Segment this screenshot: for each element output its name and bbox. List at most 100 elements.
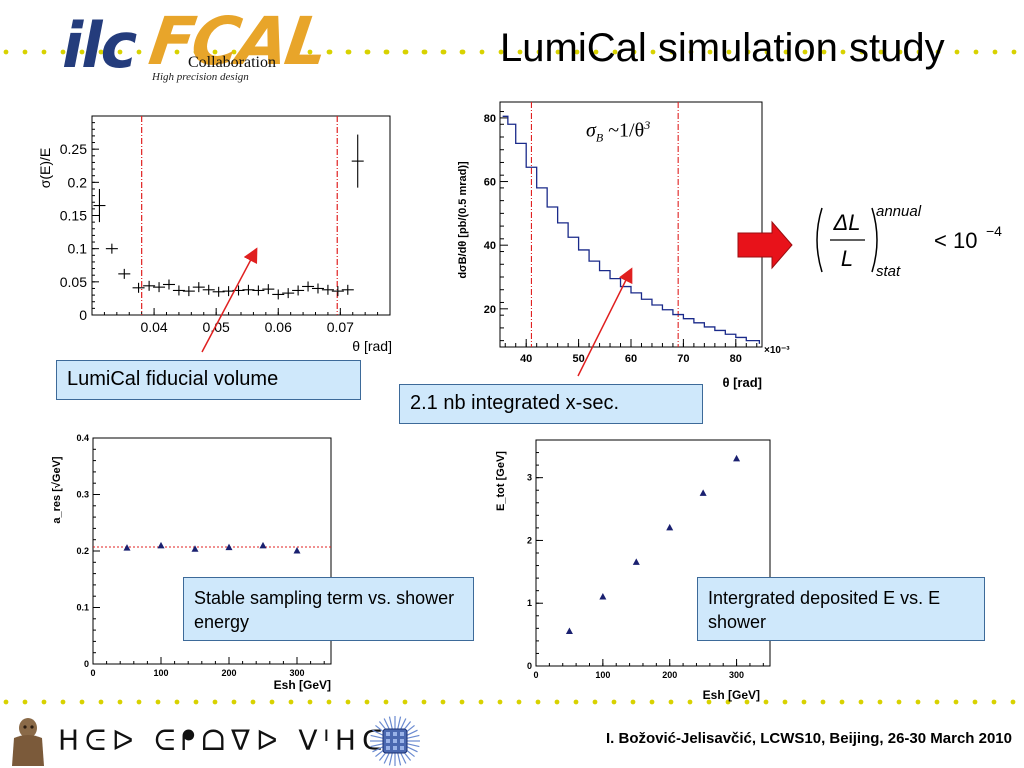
deco-dot: [193, 49, 199, 55]
deco-dot: [3, 49, 9, 55]
deco-dot: [554, 699, 560, 705]
deco-dot: [79, 699, 85, 705]
data-point: [262, 284, 275, 295]
x-axis-label: Esh [GeV]: [703, 688, 760, 702]
y-tick-label: 60: [484, 177, 496, 189]
deco-dot: [707, 49, 713, 55]
formula-denominator: L: [841, 246, 853, 271]
footer-citation: I. Božović-Jelisavčić, LCWS10, Beijing, …: [605, 730, 1012, 747]
formula-sigma-rel: ~1/θ: [608, 119, 645, 142]
y-tick-label: 0: [527, 661, 532, 671]
data-point: [341, 284, 354, 295]
deco-dot: [878, 49, 884, 55]
deco-dot: [193, 699, 199, 705]
deco-dot: [820, 699, 826, 705]
data-point: [225, 543, 233, 551]
deco-dot: [307, 49, 313, 55]
deco-dot: [250, 49, 256, 55]
sampling-term-chart: 0 100 200 300 0 0.1 0.2 0.3 0.4 a_res [√GeV] Esh […: [51, 433, 332, 692]
data-point: [222, 286, 235, 297]
fiducial-pointer-arrow: [201, 247, 258, 353]
deco-dot: [631, 49, 637, 55]
sigma-scaling-formula: σB ~1/θ3: [586, 118, 650, 146]
bhabha-xsec-chart: 40 50 60 70 80 20 40 60 80 dσB/dθ [pb/(0.5 mrad)]…: [457, 101, 790, 390]
deco-dot: [212, 699, 218, 705]
deco-dot: [155, 699, 161, 705]
deco-dot: [783, 49, 789, 55]
x-tick-label: 0.07: [327, 319, 354, 335]
footer-glyph-text: ᕼᕮᐅ ᕮᖰᗝᐁᐅ ᐯᑊᕼᑕ: [58, 724, 389, 757]
x-tick-label: 0.04: [140, 319, 167, 335]
data-point: [105, 243, 118, 254]
data-point: [351, 134, 364, 188]
deco-dot: [763, 699, 769, 705]
x-tick-label: 300: [289, 668, 304, 678]
deco-dot: [117, 699, 123, 705]
y-tick-label: 2: [527, 535, 532, 545]
deco-dot: [498, 49, 504, 55]
deco-dot: [479, 49, 485, 55]
deco-dot: [650, 49, 656, 55]
deco-dot: [915, 699, 921, 705]
data-point: [162, 279, 175, 290]
xsec-pointer-arrow: [577, 267, 633, 377]
y-axis-label: a_res [√GeV]: [51, 456, 63, 524]
y-tick-label: 3: [527, 473, 532, 483]
deco-dot: [117, 49, 123, 55]
deco-dot: [935, 49, 941, 55]
deco-dot: [327, 49, 333, 55]
data-point: [192, 282, 205, 293]
data-point: [212, 286, 225, 297]
x-axis-label: θ [rad]: [352, 338, 392, 354]
deco-dot: [307, 699, 313, 705]
top-dot-divider: [3, 49, 1017, 55]
deco-dot: [288, 699, 294, 705]
deco-dot: [764, 49, 770, 55]
x-axis-label: Esh [GeV]: [274, 678, 331, 692]
data-point: [282, 288, 295, 299]
deco-dot: [269, 49, 275, 55]
y-tick-label: 0: [84, 659, 89, 669]
y-tick-label: 20: [484, 304, 496, 316]
data-point: [311, 283, 324, 294]
data-point: [242, 284, 255, 295]
deco-dot: [384, 49, 390, 55]
data-point: [123, 544, 131, 551]
x-tick-label: 40: [520, 353, 532, 365]
data-point: [153, 282, 166, 293]
deco-dot: [649, 699, 655, 705]
deco-dot: [954, 49, 960, 55]
deco-dot: [859, 49, 865, 55]
formula-subscript: stat: [876, 263, 901, 280]
x-tick-label: 100: [153, 668, 168, 678]
y-tick-label: 0.4: [76, 433, 89, 443]
deco-dot: [98, 49, 104, 55]
deposited-energy-note: Intergrated deposited E vs. E shower: [697, 577, 985, 641]
deco-dot: [726, 49, 732, 55]
deco-dot: [535, 699, 541, 705]
x-tick-label: 200: [221, 668, 236, 678]
deco-dot: [345, 699, 351, 705]
deco-dot: [516, 699, 522, 705]
figurine-logo: [12, 718, 44, 766]
ilc-logo: ilc: [62, 9, 137, 82]
xsec-note: 2.1 nb integrated x-sec.: [399, 384, 703, 424]
y-tick-label: 0.15: [60, 208, 87, 224]
deco-dot: [326, 699, 332, 705]
y-tick-label: 0.05: [60, 274, 87, 290]
data-point: [172, 285, 185, 296]
deco-dot: [555, 49, 561, 55]
formula-rhs-exponent: −4: [986, 223, 1002, 239]
data-point: [143, 280, 156, 291]
data-point: [272, 289, 285, 300]
deco-dot: [897, 49, 903, 55]
formula-numerator: ΔL: [833, 210, 861, 235]
slide-title: LumiCal simulation study: [500, 26, 945, 70]
y-tick-label: 0.3: [76, 490, 89, 500]
deposited-energy-chart: 0 100 200 300 0 1 2 3 E_tot [GeV] Esh [GeV]: [495, 439, 771, 702]
deco-dot: [668, 699, 674, 705]
deco-dot: [497, 699, 503, 705]
deco-dot: [687, 699, 693, 705]
x-tick-label: 200: [662, 670, 677, 680]
